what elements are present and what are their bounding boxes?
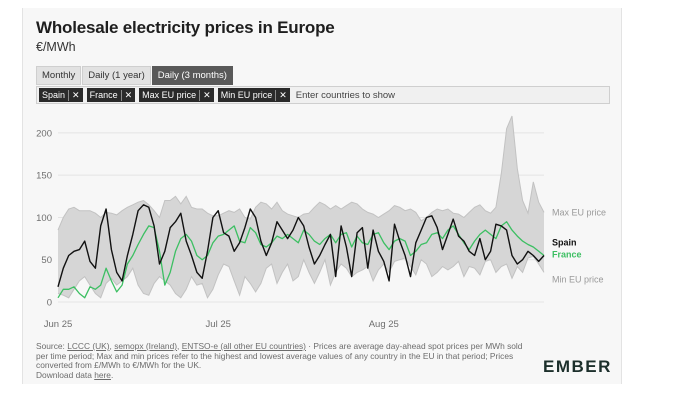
eu-price-range-area: [58, 116, 544, 298]
y-axis: 0 50 100 150 200: [36, 128, 52, 308]
source-link-semopx[interactable]: semopx (Ireland): [114, 341, 178, 351]
close-icon[interactable]: ✕: [275, 89, 287, 101]
y-tick-label: 200: [36, 128, 52, 139]
legend-france: France: [552, 250, 582, 260]
price-chart: 0 50 100 150 200 Jun 25 Jul 25 Aug 25 Max EU p…: [36, 115, 606, 330]
min-eu-price-line: [57, 255, 545, 299]
separator: ,: [177, 341, 182, 351]
chip-label: Min EU price: [220, 90, 273, 100]
tab-daily-3-months[interactable]: Daily (3 months): [151, 66, 233, 85]
source-description: · Prices are average day-ahead spot pric…: [36, 341, 523, 371]
chart-title: Wholesale electricity prices in Europe: [36, 18, 335, 37]
download-link[interactable]: here: [94, 369, 111, 380]
chart-subtitle: €/MWh: [36, 40, 76, 54]
country-filter[interactable]: Spain ✕ France ✕ Max EU price ✕ Min EU pric…: [36, 86, 610, 104]
legend-spain: Spain: [552, 238, 577, 248]
separator: ,: [109, 341, 115, 351]
france-line: [57, 221, 545, 299]
chip-min-eu-price[interactable]: Min EU price ✕: [217, 88, 290, 102]
x-tick-label: Jul 25: [206, 319, 231, 330]
period-tabs: Monthly Daily (1 year) Daily (3 months): [36, 66, 234, 85]
y-tick-label: 100: [36, 213, 52, 224]
legend: Max EU price Spain France Min EU price: [552, 207, 606, 284]
chip-france[interactable]: France ✕: [86, 88, 136, 102]
legend-max-eu-price: Max EU price: [552, 207, 606, 217]
x-axis: Jun 25 Jul 25 Aug 25: [44, 319, 399, 330]
source-note: Source: LCCC (UK), semopx (Ireland), ENT…: [36, 341, 536, 380]
chip-label: Spain: [42, 90, 66, 100]
download-suffix: .: [110, 369, 114, 380]
chip-max-eu-price[interactable]: Max EU price ✕: [139, 88, 214, 102]
spain-line: [57, 204, 545, 287]
download-prefix: Download data: [36, 369, 95, 380]
series-lines: [57, 204, 545, 299]
eu-price-band: [57, 115, 545, 299]
close-icon[interactable]: ✕: [199, 89, 211, 101]
x-tick-label: Aug 25: [369, 319, 399, 330]
close-icon[interactable]: ✕: [68, 89, 80, 101]
source-prefix: Source:: [36, 341, 68, 351]
tab-monthly[interactable]: Monthly: [36, 66, 82, 85]
chip-label: Max EU price: [142, 90, 197, 100]
chip-spain[interactable]: Spain ✕: [39, 88, 83, 102]
chip-label: France: [89, 90, 118, 100]
x-tick-label: Jun 25: [44, 319, 73, 330]
country-search-input[interactable]: [293, 89, 498, 101]
tab-daily-1-year[interactable]: Daily (1 year): [82, 66, 151, 85]
ember-logo: EMBER: [543, 357, 612, 376]
close-icon[interactable]: ✕: [120, 89, 132, 101]
source-link-entsoe[interactable]: ENTSO-e (all other EU countries): [181, 341, 306, 351]
y-tick-label: 50: [41, 255, 52, 266]
source-link-lccc[interactable]: LCCC (UK): [67, 341, 110, 351]
y-tick-label: 0: [47, 298, 52, 309]
y-tick-label: 150: [36, 171, 52, 182]
legend-min-eu-price: Min EU price: [552, 274, 604, 284]
max-eu-price-line: [57, 115, 545, 231]
